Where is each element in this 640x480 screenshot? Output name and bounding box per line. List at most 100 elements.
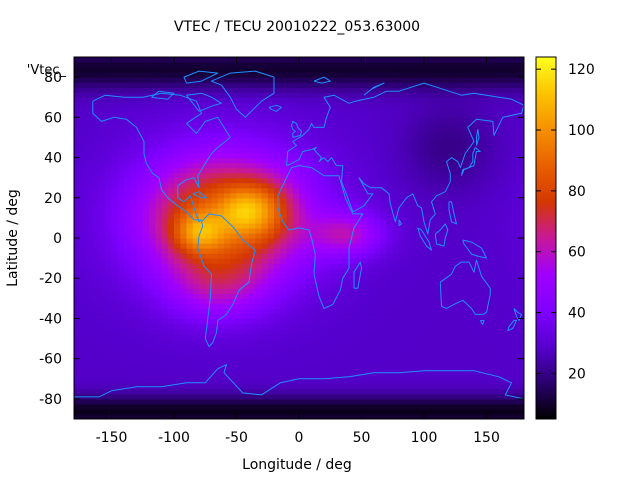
heatmap-cell bbox=[74, 408, 81, 415]
heatmap-cell bbox=[174, 273, 181, 279]
heatmap-cell bbox=[336, 253, 344, 259]
heatmap-cell bbox=[317, 147, 325, 154]
heatmap-cell bbox=[274, 283, 281, 289]
heatmap-cell bbox=[417, 248, 425, 254]
heatmap-cell bbox=[430, 107, 438, 113]
heatmap-cell bbox=[180, 338, 188, 345]
heatmap-cell bbox=[111, 283, 119, 289]
heatmap-cell bbox=[99, 82, 106, 88]
heatmap-cell bbox=[461, 112, 469, 118]
heatmap-cell bbox=[505, 283, 513, 289]
heatmap-cell bbox=[174, 62, 181, 68]
heatmap-cell bbox=[261, 157, 269, 164]
heatmap-cell bbox=[380, 353, 388, 360]
heatmap-cell bbox=[392, 313, 400, 320]
heatmap-cell bbox=[380, 393, 388, 400]
heatmap-cell bbox=[74, 187, 81, 194]
heatmap-cell bbox=[424, 348, 431, 355]
heatmap-cell bbox=[361, 122, 369, 128]
heatmap-cell bbox=[124, 182, 131, 189]
heatmap-cell bbox=[92, 273, 100, 279]
heatmap-cell bbox=[455, 308, 463, 315]
heatmap-cell bbox=[142, 107, 150, 113]
heatmap-cell bbox=[111, 72, 119, 78]
heatmap-cell bbox=[155, 363, 163, 370]
heatmap-cell bbox=[242, 227, 250, 234]
heatmap-cell bbox=[86, 87, 94, 93]
heatmap-cell bbox=[361, 87, 369, 93]
heatmap-cell bbox=[349, 222, 356, 229]
heatmap-cell bbox=[499, 222, 506, 229]
heatmap-cell bbox=[111, 87, 119, 93]
heatmap-cell bbox=[286, 393, 294, 400]
heatmap-cell bbox=[142, 263, 150, 269]
heatmap-cell bbox=[311, 408, 319, 415]
heatmap-cell bbox=[374, 127, 381, 134]
heatmap-cell bbox=[255, 187, 263, 194]
heatmap-cell bbox=[224, 368, 231, 375]
heatmap-cell bbox=[449, 348, 456, 355]
heatmap-cell bbox=[255, 112, 263, 118]
heatmap-cell bbox=[274, 248, 281, 254]
heatmap-cell bbox=[149, 67, 156, 73]
heatmap-cell bbox=[311, 328, 319, 335]
heatmap-cell bbox=[261, 308, 269, 315]
heatmap-cell bbox=[136, 308, 144, 315]
heatmap-cell bbox=[217, 253, 225, 259]
heatmap-cell bbox=[392, 288, 400, 294]
heatmap-cell bbox=[211, 398, 219, 405]
heatmap-cell bbox=[230, 222, 238, 229]
heatmap-cell bbox=[111, 182, 119, 189]
heatmap-cell bbox=[430, 167, 438, 174]
heatmap-cell bbox=[424, 142, 431, 149]
heatmap-cell bbox=[380, 122, 388, 128]
heatmap-cell bbox=[405, 72, 413, 78]
heatmap-cell bbox=[449, 333, 456, 340]
heatmap-cell bbox=[455, 373, 463, 380]
heatmap-cell bbox=[311, 403, 319, 410]
heatmap-cell bbox=[499, 187, 506, 194]
heatmap-cell bbox=[136, 112, 144, 118]
heatmap-cell bbox=[336, 202, 344, 209]
heatmap-cell bbox=[424, 293, 431, 299]
heatmap-cell bbox=[130, 162, 138, 169]
heatmap-cell bbox=[267, 192, 275, 199]
heatmap-cell bbox=[336, 388, 344, 395]
heatmap-cell bbox=[436, 212, 444, 219]
heatmap-cell bbox=[142, 258, 150, 264]
heatmap-cell bbox=[411, 358, 419, 365]
heatmap-cell bbox=[311, 308, 319, 315]
heatmap-cell bbox=[486, 222, 494, 229]
heatmap-cell bbox=[117, 92, 125, 98]
heatmap-cell bbox=[274, 393, 281, 400]
heatmap-cell bbox=[161, 293, 169, 299]
heatmap-cell bbox=[99, 72, 106, 78]
heatmap-cell bbox=[355, 378, 363, 385]
heatmap-cell bbox=[455, 197, 463, 204]
heatmap-cell bbox=[186, 273, 194, 279]
heatmap-cell bbox=[467, 137, 475, 144]
heatmap-cell bbox=[461, 288, 469, 294]
heatmap-cell bbox=[342, 202, 350, 209]
heatmap-cell bbox=[224, 127, 231, 134]
heatmap-cell bbox=[442, 308, 450, 315]
heatmap-cell bbox=[411, 243, 419, 249]
heatmap-cell bbox=[374, 202, 381, 209]
heatmap-cell bbox=[455, 378, 463, 385]
heatmap-cell bbox=[380, 132, 388, 139]
heatmap-cell bbox=[136, 217, 144, 224]
heatmap-cell bbox=[380, 177, 388, 184]
heatmap-cell bbox=[499, 172, 506, 179]
heatmap-cell bbox=[305, 408, 313, 415]
heatmap-cell bbox=[130, 142, 138, 149]
heatmap-cell bbox=[261, 398, 269, 405]
heatmap-cell bbox=[311, 117, 319, 123]
heatmap-cell bbox=[305, 222, 313, 229]
heatmap-cell bbox=[355, 177, 363, 184]
heatmap-cell bbox=[492, 177, 500, 184]
heatmap-cell bbox=[311, 112, 319, 118]
heatmap-cell bbox=[436, 363, 444, 370]
heatmap-cell bbox=[405, 308, 413, 315]
heatmap-cell bbox=[130, 147, 138, 154]
heatmap-cell bbox=[286, 182, 294, 189]
